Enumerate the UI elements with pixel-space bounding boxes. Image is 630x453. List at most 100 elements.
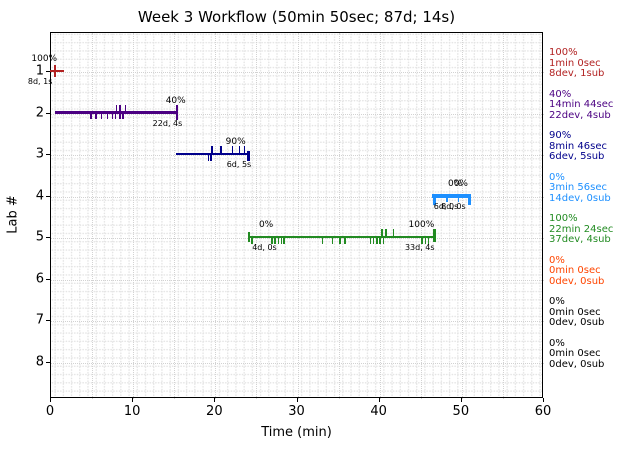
x-tick-mark (50, 398, 51, 402)
lab-4-annotation: 0% (447, 178, 463, 189)
lab-4-cap-tick (467, 193, 471, 205)
y-tick-mark (46, 112, 50, 114)
legend-percent: 0% (549, 171, 565, 183)
lab-5-event-tick-down (274, 237, 276, 244)
lab-5-event-tick-up (381, 229, 383, 237)
legend-block-lab-1: 100% 1min 0sec 8dev, 1sub (549, 47, 605, 80)
lab-4-cap-tick (432, 193, 436, 205)
y-tick-label: 1 (35, 63, 44, 79)
x-tick-label: 20 (206, 404, 223, 419)
legend-block-lab-6: 0% 0min 0sec 0dev, 0sub (549, 254, 605, 288)
gridline-horizontal (51, 362, 544, 364)
x-tick-mark (296, 398, 298, 402)
lab-5-event-tick-down (372, 237, 375, 244)
legend-percent: 100% (549, 47, 578, 58)
lab-3-event-tick-down (207, 154, 210, 161)
lab-3-event-tick-up (211, 146, 213, 154)
lab-4-segment (432, 193, 471, 198)
lab-2-event-tick-down (114, 112, 117, 119)
lab-5-event-tick-down (379, 237, 381, 244)
legend-devsub: 14dev, 0sub (549, 192, 611, 204)
legend-block-lab-3: 90% 8min 46sec 6dev, 5sub (549, 130, 607, 163)
gridline-horizontal (51, 113, 544, 115)
lab-3-cap-tick (247, 150, 250, 162)
legend-time: 8min 46sec (549, 140, 607, 152)
lab-2-event-tick-down (111, 112, 114, 119)
lab-3-annotation: 6d, 5s (226, 160, 252, 169)
x-tick-label: 60 (534, 404, 552, 419)
x-tick-mark (460, 398, 462, 402)
gridline-horizontal (51, 321, 544, 322)
legend-percent: 90% (549, 130, 572, 141)
lab-5-annotation: 100% (408, 220, 435, 230)
lab-5-event-tick-down (344, 237, 346, 244)
x-tick-label: 50 (452, 404, 470, 419)
lab-5-annotation: 0% (258, 220, 274, 230)
lab-5-annotation: 33d, 4s (404, 243, 435, 252)
lab-2-cap-tick (175, 105, 179, 120)
legend-percent: 0% (549, 337, 565, 349)
plot-area (50, 32, 544, 399)
gridline-vertical (256, 33, 258, 399)
legend-devsub: 6dev, 5sub (549, 151, 605, 162)
lab-2-event-tick-down (90, 112, 92, 119)
gridline-vertical (297, 33, 299, 399)
y-tick-label: 7 (35, 312, 44, 328)
gridline-vertical (92, 33, 94, 399)
legend-block-lab-5: 100% 22min 24sec 37dev, 4sub (549, 213, 614, 246)
lab-5-event-tick-down (427, 237, 430, 244)
legend-time: 22min 24sec (549, 223, 614, 235)
x-tick-mark (543, 398, 544, 402)
x-tick-label: 30 (288, 404, 305, 419)
lab-2-event-tick-up (115, 104, 118, 113)
lab-3-annotation: 90% (225, 137, 246, 147)
lab-4-event-tick-down (446, 195, 448, 202)
lab-4-event-tick-down (457, 195, 460, 202)
legend-percent: 40% (549, 88, 572, 100)
lab-2-event-tick-down (100, 112, 103, 119)
gridline-vertical (461, 33, 463, 399)
lab-3-event-tick-down (210, 154, 212, 161)
legend-percent: 0% (549, 296, 565, 307)
lab-3-segment (175, 152, 249, 156)
gridline-horizontal (51, 72, 544, 73)
lab-5-cap-tick (433, 228, 436, 243)
x-tick-mark (214, 398, 216, 402)
y-tick-mark (46, 195, 50, 197)
legend-block-lab-7: 0% 0min 0sec 0dev, 0sub (549, 296, 604, 329)
lab-3-event-tick-up (243, 146, 246, 154)
lab-2-event-tick-up (119, 104, 121, 113)
lab-4-annotation: 8d, 0s (441, 201, 466, 211)
lab-2-annotation: 22d, 4s (152, 118, 183, 128)
legend-devsub: 8dev, 1sub (549, 68, 605, 79)
gridline-vertical (174, 33, 176, 399)
lab-5-event-tick-up (385, 229, 387, 237)
gridline-horizontal (51, 279, 544, 281)
y-tick-label: 8 (35, 354, 44, 369)
lab-1-annotation: 8d, 1s (27, 77, 53, 86)
legend-time: 1min 0sec (549, 57, 601, 69)
lab-3-event-tick-up (231, 146, 234, 154)
y-tick-mark (46, 361, 50, 363)
lab-5-event-tick-down (283, 237, 285, 244)
legend-time: 0min 0sec (549, 265, 601, 276)
chart-title: Week 3 Workflow (50min 50sec; 87d; 14s) (137, 8, 456, 26)
legend-devsub: 0dev, 0sub (549, 275, 605, 287)
lab-5-event-tick-down (424, 237, 427, 244)
lab-5-annotation: 4d, 0s (252, 243, 277, 252)
y-tick-mark (46, 320, 50, 321)
lab-4-annotation: 0% (453, 178, 468, 189)
y-tick-label: 4 (35, 188, 44, 203)
lab-4-annotation: 6d, 0s (433, 201, 459, 211)
x-tick-label: 0 (45, 404, 55, 419)
gridline-vertical (338, 33, 340, 399)
lab-5-cap-tick (247, 231, 250, 243)
gridline-vertical (379, 33, 381, 399)
legend-percent: 0% (549, 254, 565, 266)
legend-time: 0min 0sec (549, 348, 601, 359)
legend-block-lab-4: 0% 3min 56sec 14dev, 0sub (549, 171, 611, 205)
lab-5-event-tick-down (376, 237, 378, 244)
legend-time: 14min 44sec (549, 99, 614, 110)
legend-devsub: 22dev, 4sub (549, 109, 611, 121)
